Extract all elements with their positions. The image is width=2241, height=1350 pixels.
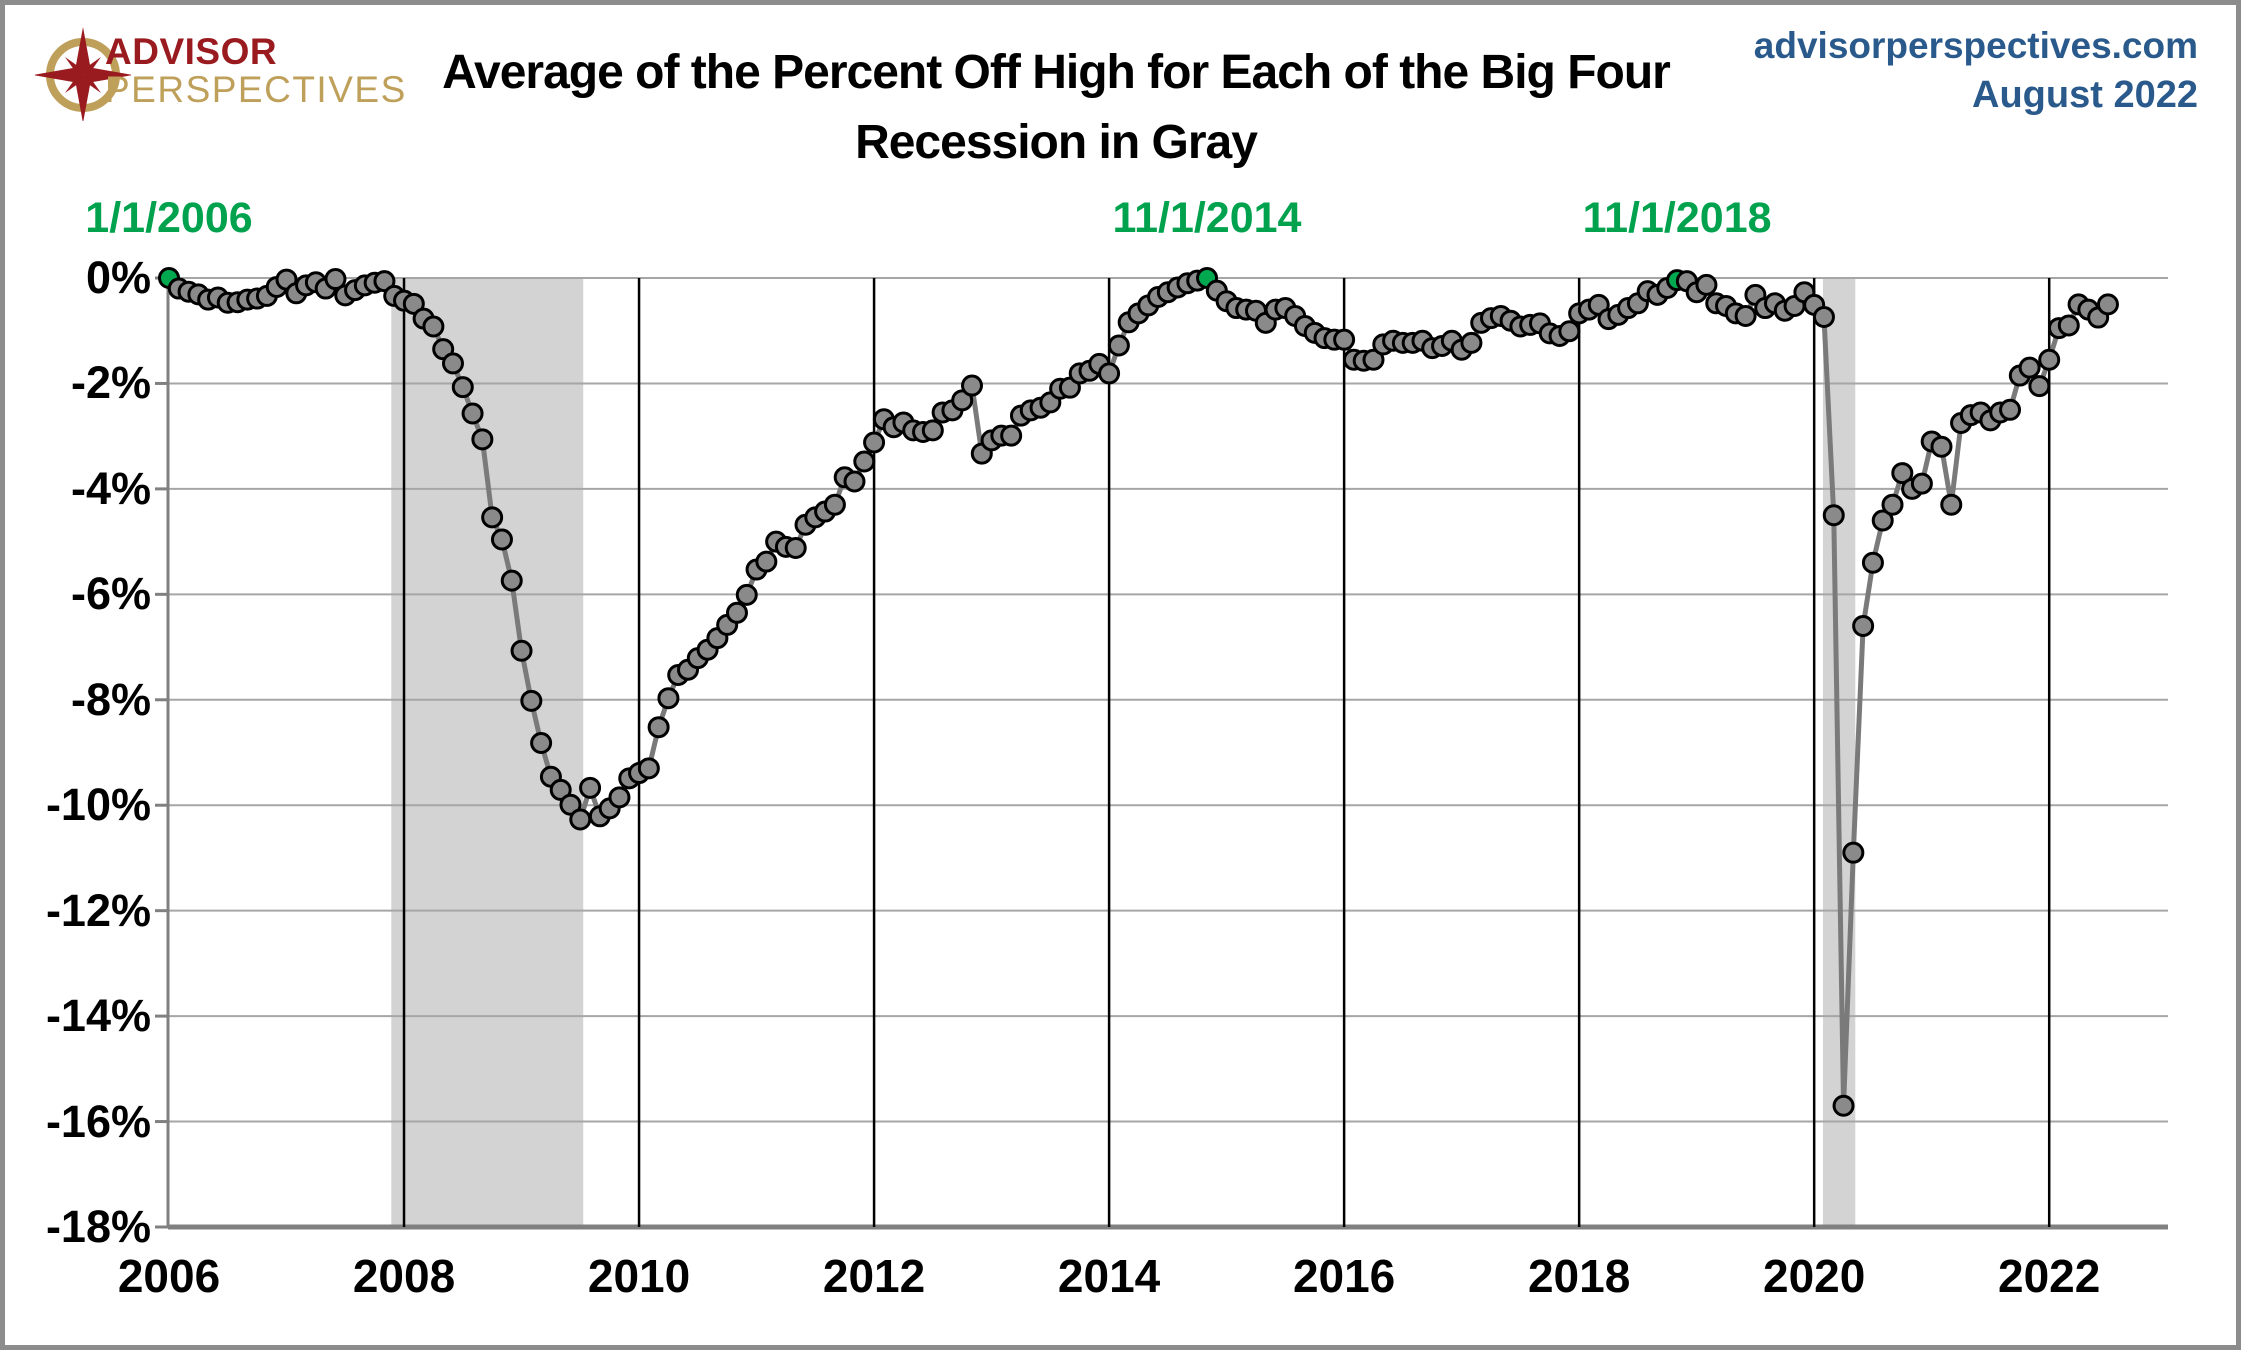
chart-title-line1: Average of the Percent Off High for Each…: [442, 46, 1671, 99]
advisor-perspectives-logo: ADVISOR PERSPECTIVES: [35, 25, 405, 121]
y-axis-label: -2%: [70, 357, 151, 409]
x-axis-label: 2016: [1292, 1250, 1396, 1302]
source-website: advisorperspectives.com: [1753, 25, 2198, 66]
y-axis-label: 0%: [85, 252, 151, 303]
compass-icon: [35, 27, 131, 121]
data-point: [530, 732, 553, 755]
x-axis-label: 2008: [352, 1250, 456, 1302]
y-axis-label: -14%: [45, 990, 151, 1042]
data-point: [402, 292, 425, 315]
data-point: [471, 428, 494, 451]
data-point: [2038, 348, 2061, 371]
chart-title-line2: Recession in Gray: [855, 116, 1258, 169]
data-point: [647, 716, 670, 739]
data-point: [422, 315, 445, 338]
data-point: [657, 687, 680, 710]
recession-band: [391, 278, 584, 1227]
data-point: [608, 786, 631, 809]
data-point: [1871, 509, 1894, 532]
data-point: [1812, 306, 1835, 329]
data-point: [1999, 398, 2022, 421]
data-point: [569, 808, 592, 831]
data-point: [510, 639, 533, 662]
y-axis-label: -10%: [45, 779, 151, 831]
y-axis-label: -8%: [70, 673, 151, 725]
data-point: [2096, 293, 2119, 316]
source-attribution: advisorperspectives.com August 2022: [1754, 27, 2198, 114]
data-point: [735, 583, 758, 606]
x-axis-label: 2018: [1527, 1250, 1631, 1302]
data-point: [823, 493, 846, 516]
data-point: [725, 601, 748, 624]
x-axis-label: 2012: [822, 1250, 926, 1302]
y-axis-label: -12%: [45, 884, 151, 936]
data-point: [461, 402, 484, 425]
data-point: [1832, 1094, 1855, 1117]
data-point: [1333, 328, 1356, 351]
data-point: [784, 536, 807, 559]
data-point: [1910, 472, 1933, 495]
data-point: [500, 569, 523, 592]
x-axis-label: 2006: [117, 1250, 221, 1302]
data-point: [863, 431, 886, 454]
source-date: August 2022: [1972, 74, 2198, 116]
data-point: [951, 389, 974, 412]
data-point: [1822, 504, 1845, 527]
y-axis-label: -16%: [45, 1095, 151, 1147]
data-point: [441, 352, 464, 375]
data-point: [637, 757, 660, 780]
data-point: [2057, 314, 2080, 337]
data-point: [921, 419, 944, 442]
data-point: [324, 268, 347, 291]
x-axis-label: 2010: [587, 1250, 691, 1302]
data-point: [1695, 273, 1718, 296]
highlight-date-label: 11/1/2014: [1112, 194, 1302, 242]
x-axis-label: 2014: [1057, 1250, 1161, 1302]
y-axis-label: -6%: [70, 568, 151, 620]
chart-title: Average of the Percent Off High for Each…: [388, 49, 1724, 167]
logo-perspectives-text: PERSPECTIVES: [105, 69, 407, 110]
data-point: [579, 776, 602, 799]
data-point: [755, 550, 778, 573]
data-point: [1930, 435, 1953, 458]
data-point: [373, 270, 396, 293]
data-point: [1852, 614, 1875, 637]
data-point: [1558, 320, 1581, 343]
data-point: [1000, 424, 1023, 447]
highlight-date-label: 11/1/2018: [1582, 194, 1772, 242]
logo-advisor-text: ADVISOR: [105, 31, 278, 72]
data-point: [1861, 551, 1884, 574]
data-point: [2018, 356, 2041, 379]
data-point: [481, 506, 504, 529]
big-four-percent-off-high-chart: [155, 267, 2168, 1230]
y-axis-label: -4%: [70, 462, 151, 514]
data-point: [1362, 348, 1385, 371]
x-axis-label: 2022: [1998, 1250, 2101, 1302]
data-point: [1891, 462, 1914, 485]
data-point: [549, 778, 572, 801]
y-axis-label: -18%: [45, 1201, 151, 1252]
data-point: [451, 376, 474, 399]
data-point: [1940, 493, 1963, 516]
highlight-date-label: 1/1/2006: [85, 194, 253, 242]
data-point: [1881, 493, 1904, 516]
data-point: [559, 793, 582, 816]
x-axis-label: 2020: [1763, 1250, 1866, 1302]
data-point: [1098, 362, 1121, 385]
data-point: [1460, 331, 1483, 354]
data-point: [843, 470, 866, 493]
data-point: [1842, 841, 1865, 864]
data-point: [520, 689, 543, 712]
data-point: [1734, 304, 1757, 327]
data-point: [961, 374, 984, 397]
data-point: [490, 528, 513, 551]
data-point: [1107, 334, 1130, 357]
data-point: [2028, 375, 2051, 398]
data-point: [853, 450, 876, 473]
